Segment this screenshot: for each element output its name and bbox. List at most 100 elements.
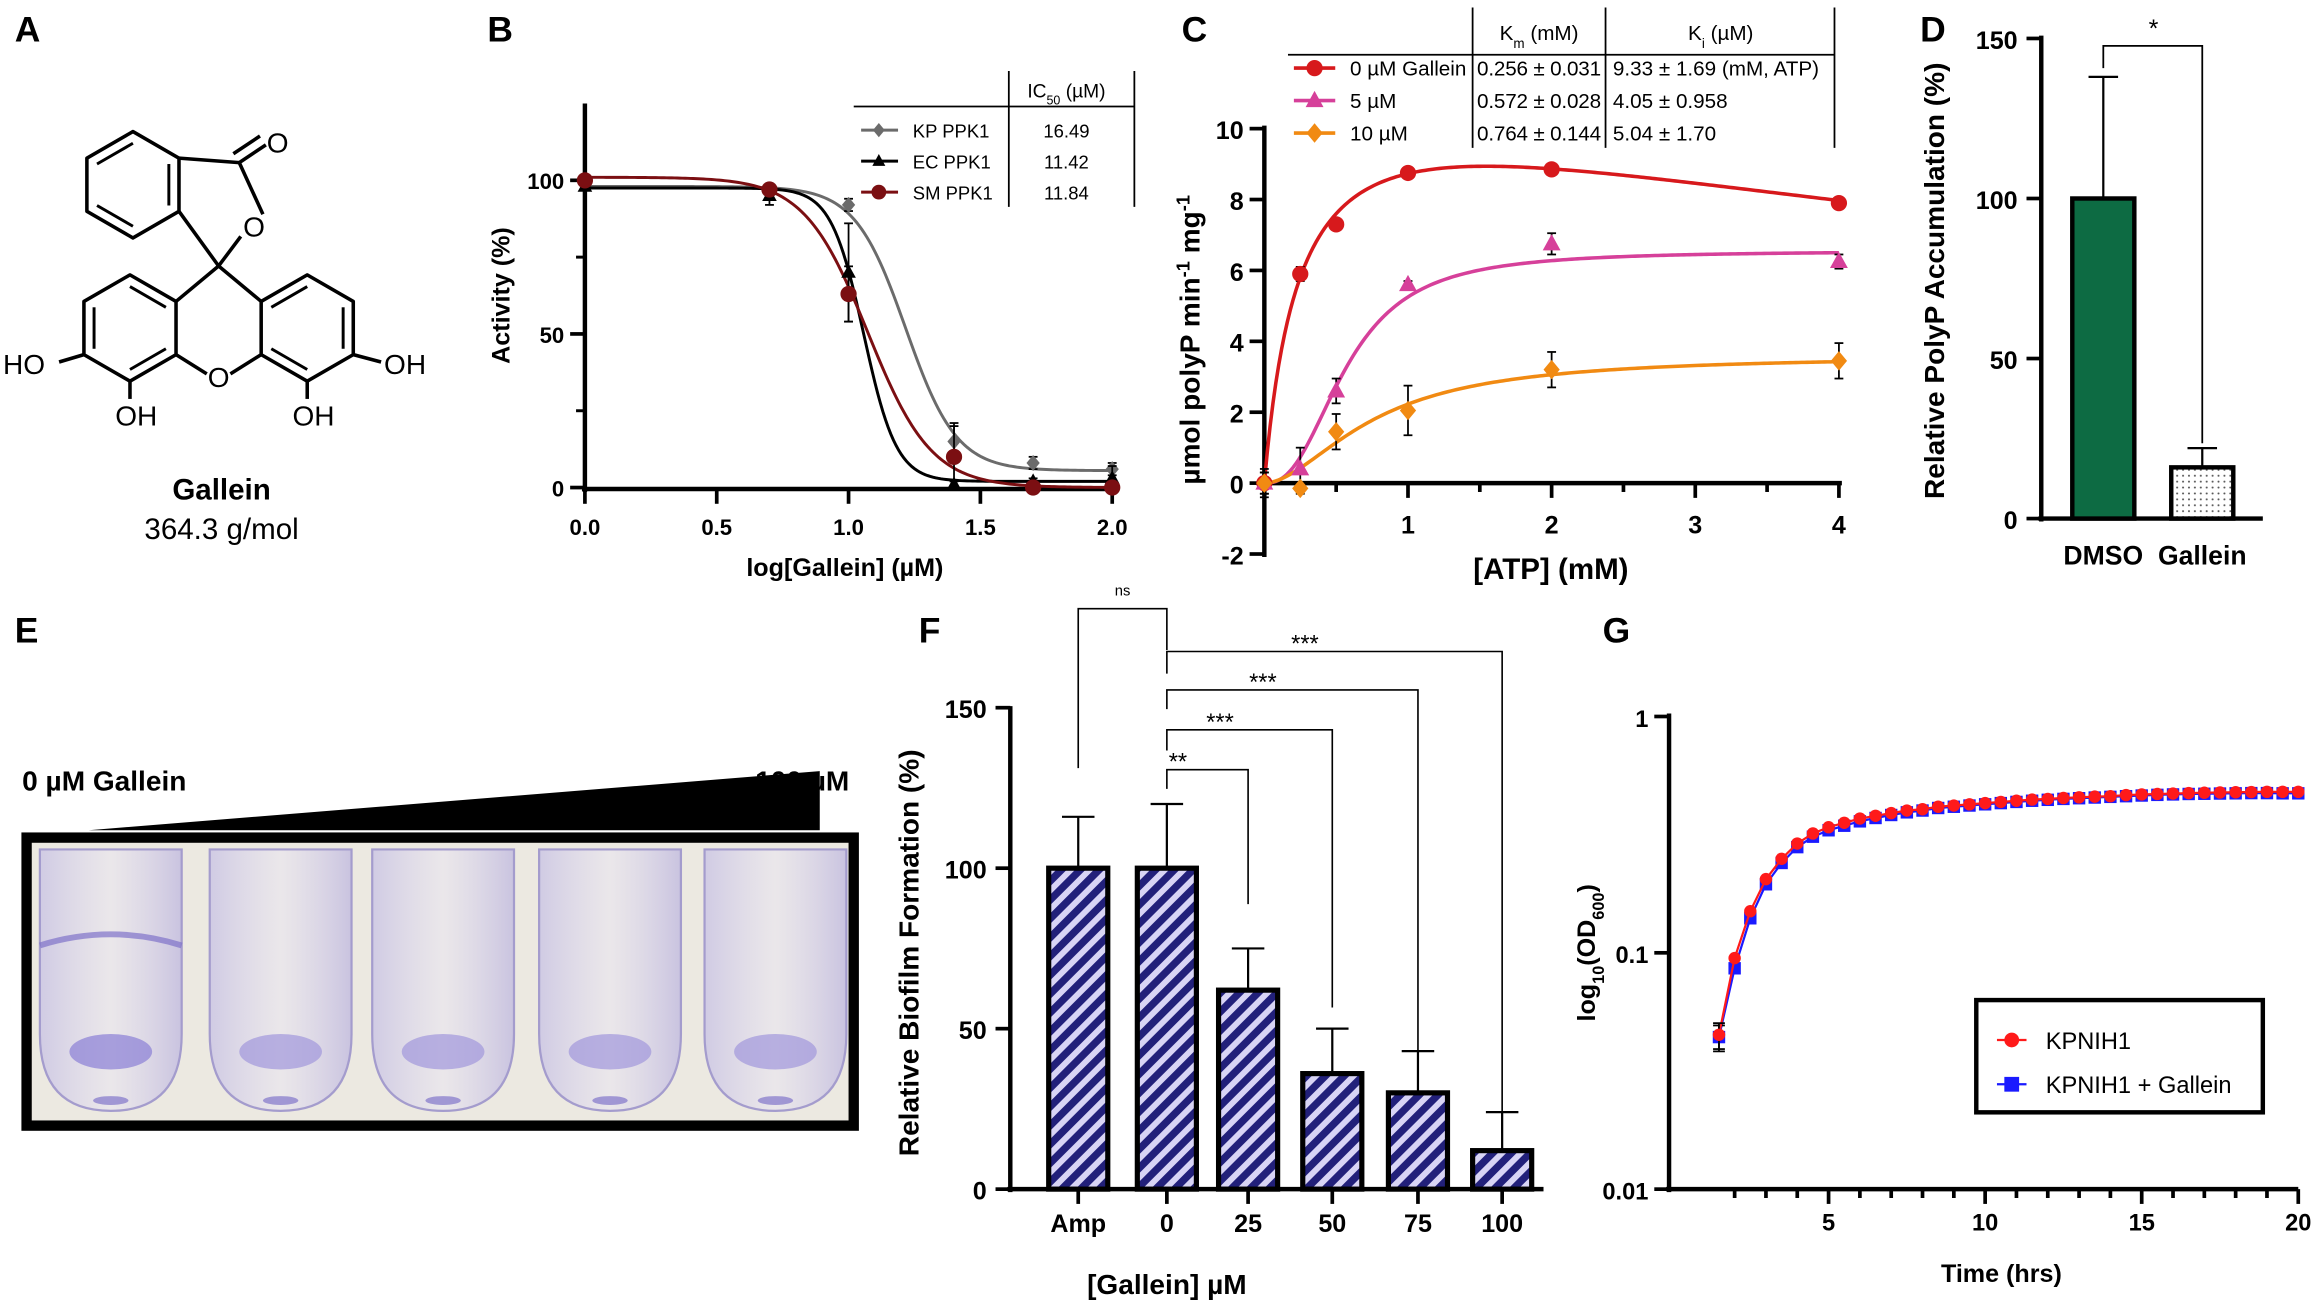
- panel-a-structure: Gallein 364.3 g/mol O O O HO OH OH OH: [3, 127, 426, 546]
- x-axis-label: [ATP] (mM): [1473, 553, 1628, 586]
- bar-Amp: [1046, 865, 1111, 1192]
- x-tick-label: 4: [1832, 511, 1846, 539]
- carbonyl-oxygen-label: O: [267, 127, 289, 158]
- x-tick-label: 20: [2285, 1211, 2311, 1237]
- data-point: [2260, 785, 2274, 799]
- legend-label: KPNIH1 + Gallein: [2046, 1073, 2232, 1099]
- x-tick-label: 10: [1972, 1211, 1998, 1237]
- bond: [217, 235, 243, 268]
- data-point: [1791, 837, 1804, 850]
- data-point: [2182, 786, 2195, 800]
- data-point: [1947, 799, 1961, 812]
- left-aromatic-ring: [82, 273, 178, 383]
- y-axis-label: Relative PolyP Accumulation (%): [1919, 63, 1950, 499]
- x-tick-label: 2.0: [1097, 515, 1128, 540]
- data-point: [840, 285, 857, 303]
- ki-value: 5.04 ± 1.70: [1613, 122, 1716, 145]
- bond: [217, 264, 263, 303]
- lactone-oxygen-label: O: [243, 211, 265, 242]
- right-aromatic-ring: [259, 273, 356, 383]
- data-point: [1399, 274, 1417, 292]
- y-tick-label: 6: [1230, 259, 1244, 287]
- significance-bracket: [1166, 728, 1334, 1008]
- fit-curve-1: [1264, 250, 1839, 485]
- x-tick-label: 15: [2129, 1211, 2155, 1237]
- significance-label: **: [1169, 750, 1187, 776]
- panel-label-c: C: [1182, 9, 1208, 49]
- data-point: [1744, 904, 1757, 918]
- data-point: [1963, 798, 1976, 811]
- legend-label: KPNIH1: [2046, 1029, 2131, 1055]
- compound-name: Gallein: [172, 473, 270, 506]
- test-tube: [38, 848, 183, 1112]
- data-point: [2010, 794, 2023, 807]
- y-tick-label: 0.01: [1602, 1179, 1648, 1205]
- hydroxyl-label: OH: [292, 401, 334, 432]
- ic50-value: 16.49: [1043, 120, 1089, 141]
- tube-bottom: [93, 1096, 129, 1105]
- bar-dmso: [2070, 196, 2137, 521]
- bond: [177, 210, 221, 268]
- legend-marker: [2004, 1076, 2020, 1092]
- significance-bracket: [1166, 689, 1419, 1086]
- y-tick-label: 2: [1230, 401, 1244, 429]
- x-axis-label: [Gallein] µM: [1087, 1269, 1247, 1300]
- data-point: [1328, 216, 1345, 233]
- data-point: [2135, 788, 2148, 801]
- y-axis-label: µmol polyP min-1 mg-1: [1172, 195, 1206, 485]
- legend-label: 10 µM: [1350, 122, 1408, 145]
- y-tick-label: -2: [1221, 542, 1243, 570]
- data-point: [1978, 796, 1992, 810]
- y-tick-label: 100: [527, 169, 564, 194]
- aromatic-double-bond: [270, 347, 308, 371]
- data-point: [1775, 852, 1788, 865]
- fit-curve-0: [584, 184, 1113, 473]
- data-point: [1806, 827, 1820, 840]
- data-point: [1399, 400, 1417, 421]
- data-point: [1543, 359, 1560, 380]
- data-point: [1292, 478, 1309, 499]
- bar-100: [1470, 1148, 1535, 1192]
- tube-bottom: [757, 1096, 794, 1105]
- x-tick-label: DMSO: [2063, 540, 2143, 570]
- ic50-value: 11.84: [1044, 183, 1089, 204]
- x-tick-label: Amp: [1050, 1210, 1106, 1238]
- y-tick-label: 100: [945, 857, 987, 885]
- bond: [237, 161, 265, 216]
- legend-marker: [871, 184, 887, 200]
- data-point: [1104, 479, 1121, 496]
- ic50-value: 11.42: [1044, 152, 1089, 173]
- tube-bottom: [262, 1096, 299, 1105]
- panel-b-chart: 0 50 100 0.0 0.5 1.0 1.5 2.0 log[Gallein] (µM) Ac…: [488, 71, 1136, 582]
- ring-oxygen-label: O: [208, 362, 230, 393]
- x-tick-label: 1: [1401, 511, 1415, 539]
- y-tick-label: 0.1: [1616, 943, 1649, 969]
- x-tick-label: 2: [1545, 511, 1559, 539]
- data-point: [1542, 234, 1561, 251]
- data-point: [576, 172, 594, 189]
- legend-label: SM PPK1: [913, 183, 993, 204]
- biofilm-stain: [239, 1034, 322, 1070]
- data-point: [1759, 872, 1773, 886]
- x-tick-label: 1.0: [833, 515, 864, 540]
- bar-75: [1385, 1090, 1451, 1192]
- y-tick-label: 150: [1976, 27, 2018, 55]
- panel-label-g: G: [1603, 611, 1631, 651]
- table-header-ki: Ki (µM): [1688, 22, 1753, 51]
- legend-label: KP PPK1: [913, 120, 990, 141]
- significance-bracket: [1166, 768, 1249, 905]
- y-tick-label: 0: [552, 476, 564, 501]
- legend-label: 5 µM: [1350, 90, 1396, 113]
- panel-label-f: F: [919, 611, 941, 651]
- aromatic-double-bond: [96, 142, 134, 166]
- bond: [238, 143, 267, 165]
- biofilm-stain: [69, 1034, 153, 1070]
- significance-label: ***: [1291, 632, 1319, 658]
- data-point: [2229, 786, 2242, 799]
- x-tick-label: Gallein: [2158, 540, 2247, 570]
- bar-0: [1134, 865, 1199, 1192]
- x-tick-label: 0.5: [701, 515, 732, 540]
- km-value: 0.572 ± 0.028: [1477, 90, 1601, 113]
- panel-e-photo: 0 µM Gallein 100 µM: [21, 765, 859, 1131]
- bond: [352, 352, 382, 364]
